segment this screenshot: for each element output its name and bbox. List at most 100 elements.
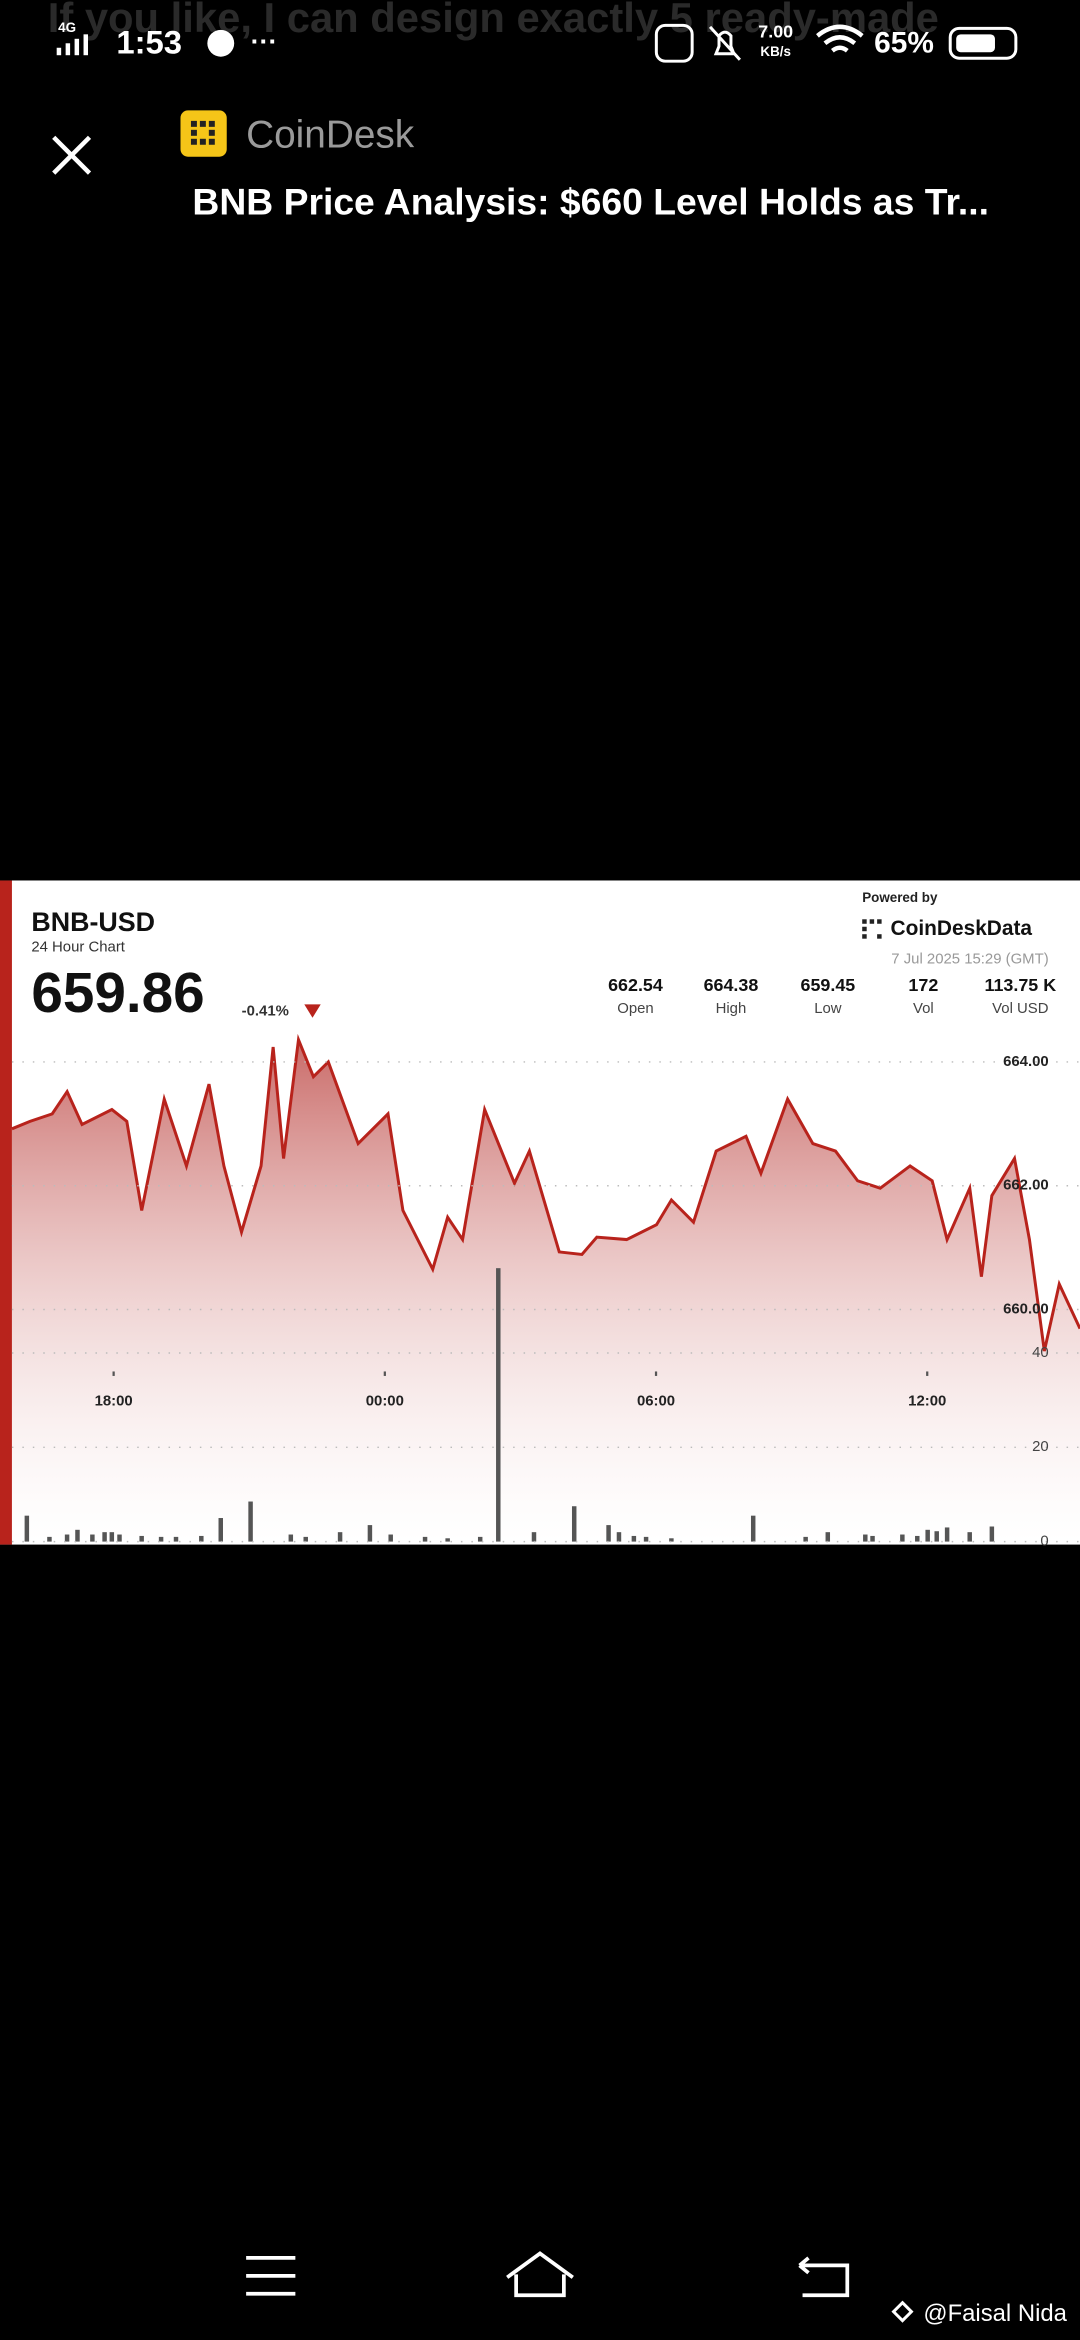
speed: 7.00 [758, 22, 793, 42]
chart-stripe [0, 880, 12, 1545]
source-name: CoinDesk [246, 114, 415, 157]
home-button[interactable] [506, 2251, 574, 2298]
app-icon [207, 29, 235, 57]
volume-bar [199, 1535, 204, 1542]
volume-bar [248, 1501, 253, 1542]
stat-value: 664.38 [704, 975, 759, 995]
volume-bar [750, 1515, 756, 1542]
powered-by: Powered by [862, 890, 938, 905]
wifi-icon [816, 24, 864, 53]
stat-value: 113.75 K [985, 975, 1057, 995]
volume-bar [803, 1536, 808, 1542]
brand-logo [862, 919, 882, 939]
volume-bar [571, 1506, 577, 1542]
volume-bar [24, 1515, 30, 1542]
volume-bar [75, 1529, 80, 1542]
volume-bar [64, 1534, 70, 1542]
volume-bar [643, 1536, 649, 1542]
speed-unit: KB/s [760, 44, 791, 59]
back-button[interactable] [798, 2256, 850, 2298]
y-tick-label: 662.00 [1003, 1177, 1049, 1194]
chart-date: 7 Jul 2025 15:29 (GMT) [891, 951, 1048, 968]
y-tick-label: 660.00 [1003, 1300, 1049, 1317]
volume-bar [669, 1538, 674, 1542]
volume-bar [616, 1532, 622, 1542]
time: 1:53 [116, 23, 182, 60]
network: 4G [58, 20, 76, 35]
source-logo-mark [190, 120, 215, 145]
background-text: If you like, I can design exactly 5 read… [48, 0, 939, 41]
stat-label: Vol [913, 1000, 934, 1017]
volume-bar [337, 1532, 343, 1542]
more-icon: ··· [251, 26, 278, 56]
volume-bar [944, 1527, 950, 1542]
price: 659.86 [31, 962, 204, 1025]
watermark-icon [891, 2300, 914, 2323]
x-tick-label: 00:00 [366, 1392, 404, 1409]
battery-icon [948, 26, 1018, 60]
change: -0.41% [242, 1003, 289, 1020]
close-button[interactable] [52, 135, 92, 175]
volume-bar [109, 1532, 115, 1542]
volume-bar [158, 1536, 164, 1542]
volume-bar [90, 1534, 95, 1542]
y2-tick-label: 40 [1032, 1344, 1049, 1361]
stat-value: 662.54 [608, 975, 663, 995]
volume-bar [870, 1535, 875, 1542]
article-title[interactable]: BNB Price Analysis: $660 Level Holds as … [192, 180, 989, 222]
battery: 65% [874, 27, 934, 60]
volume-bar [102, 1532, 107, 1542]
volume-bar [925, 1529, 930, 1542]
stat-label: High [716, 1000, 747, 1017]
volume-bar [631, 1535, 637, 1542]
volume-bar [825, 1532, 831, 1542]
mute-icon [708, 25, 741, 61]
stat-label: Low [814, 1000, 842, 1017]
volume-bar [967, 1532, 972, 1542]
volume-bar [496, 1268, 501, 1542]
volume-bar [173, 1536, 179, 1542]
volume-bar [531, 1532, 537, 1542]
volume-bar [303, 1536, 308, 1542]
change-arrow [304, 1004, 321, 1018]
menu-button[interactable] [246, 2256, 296, 2296]
y2-tick-label: 0 [1040, 1533, 1048, 1550]
source-logo [180, 110, 227, 157]
chart-title: BNB-USD [31, 907, 155, 937]
x-tick-label: 18:00 [95, 1392, 133, 1409]
stat-label: Open [617, 1000, 653, 1017]
brand: CoinDeskData [891, 917, 1033, 940]
volume-bar [915, 1535, 920, 1542]
price-line [11, 1033, 1080, 1352]
volume-bar [934, 1531, 939, 1542]
stat-label: Vol USD [992, 1000, 1049, 1017]
x-tick-label: 12:00 [908, 1392, 946, 1409]
chart-subtitle: 24 Hour Chart [31, 939, 125, 956]
volume-bar [367, 1525, 373, 1542]
volume-bar [422, 1536, 428, 1542]
volume-bar [606, 1525, 611, 1542]
volume-bar [989, 1526, 995, 1542]
y-tick-label: 664.00 [1003, 1053, 1049, 1070]
volume-bar [288, 1534, 294, 1542]
y2-tick-label: 20 [1032, 1438, 1049, 1455]
volume-bar [139, 1535, 144, 1542]
price-area [11, 1039, 1080, 1542]
stat-value: 659.45 [801, 975, 856, 995]
watermark: @Faisal Nida [923, 2300, 1067, 2327]
volume-bar [388, 1534, 393, 1542]
volume-bar [47, 1536, 52, 1542]
volume-bar [477, 1536, 483, 1542]
signal-icon [56, 34, 89, 56]
x-tick-label: 06:00 [637, 1392, 675, 1409]
volume-bar [900, 1534, 905, 1542]
battery-level [956, 34, 995, 53]
bluetooth-icon [654, 23, 694, 63]
volume-bar [445, 1538, 450, 1542]
volume-bar [117, 1534, 122, 1542]
volume-bar [218, 1518, 223, 1542]
stat-value: 172 [908, 975, 938, 995]
volume-bar [863, 1534, 868, 1542]
